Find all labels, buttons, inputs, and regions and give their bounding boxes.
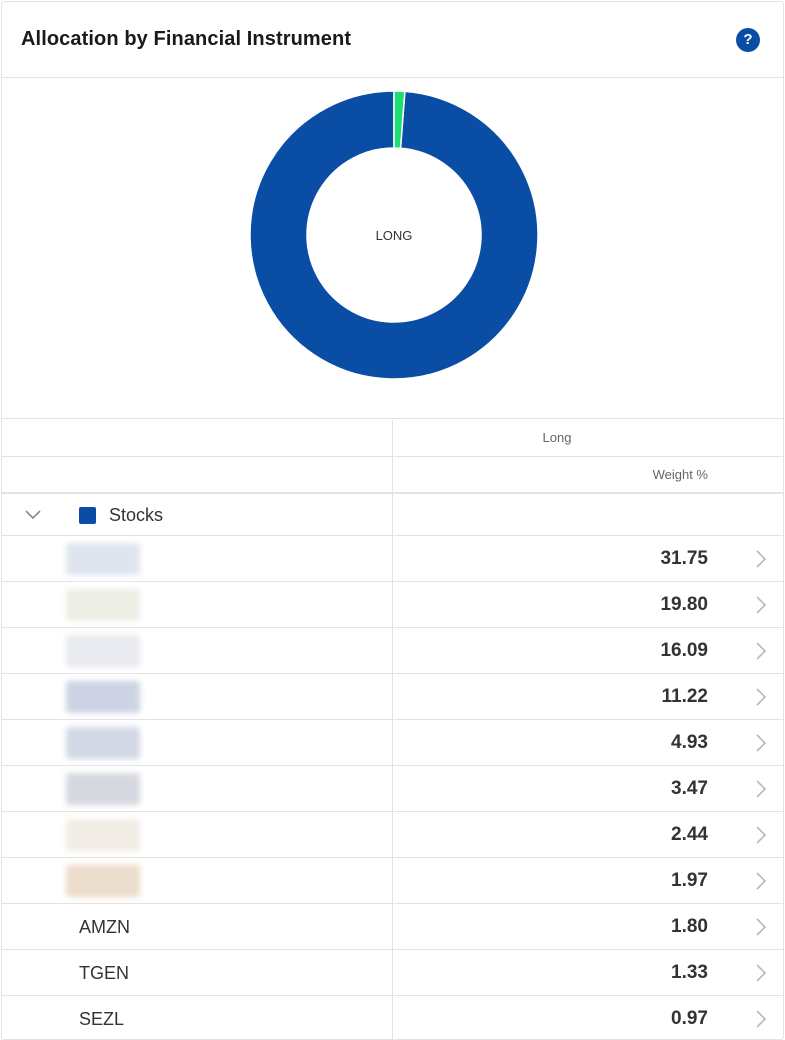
table-row[interactable]: TGEN 1.33 [2,950,783,996]
table-row[interactable]: 4.93 [2,720,783,766]
weight-value: 1.80 [671,916,708,937]
weight-value: 19.80 [660,594,708,615]
redacted-security-name [66,681,140,713]
donut-chart-svg: LONG [249,90,539,380]
table-header-group-row: Long [2,420,783,457]
table-row[interactable]: 31.75 [2,536,783,582]
redacted-security-name [66,543,140,575]
panel-header: Allocation by Financial Instrument ? [2,2,783,78]
allocation-table: Long Weight % Stocks 31.75 19.80 16.09 11.2… [2,420,783,1039]
redacted-security-name [66,773,140,805]
chevron-right-icon[interactable] [755,1009,767,1029]
group-row-stocks[interactable]: Stocks [2,494,783,536]
table-row[interactable]: 19.80 [2,582,783,628]
chevron-right-icon[interactable] [755,641,767,661]
table-body: 31.75 19.80 16.09 11.22 4.93 3.47 2.44 1.97 AMZN… [2,536,783,1039]
weight-value: 3.47 [671,778,708,799]
weight-value: 0.97 [671,1008,708,1029]
table-row[interactable]: 1.97 [2,858,783,904]
chevron-right-icon[interactable] [755,687,767,707]
chevron-right-icon[interactable] [755,733,767,753]
weight-value: 31.75 [660,548,708,569]
panel-title: Allocation by Financial Instrument [21,28,352,50]
chevron-right-icon[interactable] [755,963,767,983]
chevron-down-icon[interactable] [24,505,42,523]
weight-column-header[interactable]: Weight % [652,467,708,482]
redacted-security-name [66,865,140,897]
table-row[interactable]: AMZN 1.80 [2,904,783,950]
ticker-label: AMZN [79,917,130,937]
weight-value: 4.93 [671,732,708,753]
redacted-security-name [66,727,140,759]
ticker-label: SEZL [79,1009,125,1029]
question-mark-icon[interactable]: ? [736,28,760,52]
redacted-security-name [66,819,140,851]
redacted-security-name [66,635,140,667]
table-row[interactable]: 11.22 [2,674,783,720]
chevron-right-icon[interactable] [755,917,767,937]
table-row[interactable]: 3.47 [2,766,783,812]
ticker-label: TGEN [79,963,130,983]
chevron-right-icon[interactable] [755,871,767,891]
chevron-right-icon[interactable] [755,825,767,845]
weight-value: 1.33 [671,962,708,983]
weight-value: 2.44 [671,824,708,845]
donut-chart: LONG [2,79,783,419]
weight-value: 16.09 [660,640,708,661]
table-row[interactable]: 16.09 [2,628,783,674]
weight-value: 1.97 [671,870,708,891]
chevron-right-icon[interactable] [755,779,767,799]
donut-slice-other[interactable] [393,90,406,150]
group-label: Stocks [109,505,164,525]
donut-center-label: LONG [376,228,413,243]
chevron-right-icon[interactable] [755,595,767,615]
chevron-right-icon[interactable] [755,549,767,569]
table-row[interactable]: 2.44 [2,812,783,858]
table-row[interactable]: SEZL 0.97 [2,996,783,1039]
column-group-header: Long [542,430,572,445]
weight-value: 11.22 [661,686,709,707]
redacted-security-name [66,589,140,621]
donut-slice-stocks[interactable] [249,90,539,380]
legend-swatch [79,507,96,524]
table-header-row: Weight % [2,457,783,494]
